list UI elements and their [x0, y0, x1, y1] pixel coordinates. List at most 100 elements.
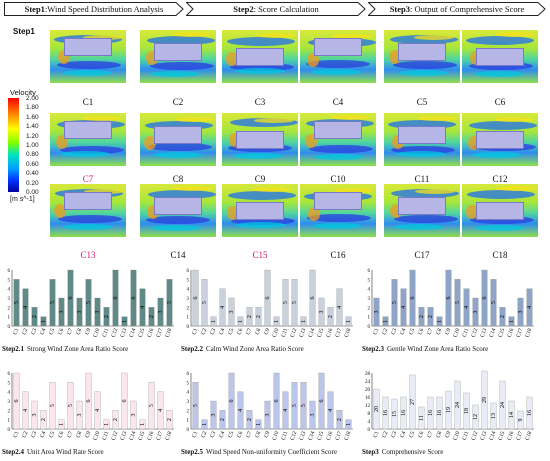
- data-label: 1: [274, 320, 280, 323]
- bar-c3: [210, 316, 217, 327]
- flow-streak: [307, 53, 319, 67]
- simulation-image-c2: [140, 30, 216, 83]
- x-tick-label: C4: [219, 430, 227, 438]
- flow-streak: [311, 69, 361, 75]
- data-label: 1: [59, 423, 65, 426]
- x-tick-label: C12: [111, 327, 120, 338]
- bar-c8: [255, 307, 262, 327]
- x-tick-label: C7: [246, 430, 254, 438]
- bar-c15: [139, 288, 146, 327]
- data-label: 16: [527, 410, 533, 416]
- data-label: 1: [346, 320, 352, 323]
- data-label: 4: [140, 306, 146, 309]
- x-tick-label: C8: [255, 430, 263, 438]
- x-tick-label: C1: [13, 430, 21, 438]
- bar-c5: [49, 279, 56, 327]
- bar-c11: [463, 392, 470, 430]
- bar-c10: [454, 380, 461, 430]
- bar-c5: [228, 297, 235, 327]
- data-label: 5: [283, 301, 289, 304]
- bar-c5: [409, 269, 416, 327]
- x-tick-label: C9: [264, 327, 272, 335]
- x-tick-label: C7: [427, 430, 435, 438]
- bar-c17: [336, 288, 343, 327]
- data-label: 5: [68, 404, 74, 407]
- x-tick-label: C13: [120, 327, 129, 338]
- case-label-c10: C10: [330, 174, 346, 184]
- data-label: 24: [500, 402, 506, 408]
- bar-c16: [148, 307, 155, 327]
- bar-c8: [255, 419, 262, 430]
- bar-c1: [373, 388, 380, 430]
- x-tick-label: C15: [498, 430, 507, 441]
- flow-streak: [226, 52, 238, 66]
- y-tick-label: 2: [187, 306, 190, 311]
- bar-c6: [418, 406, 425, 430]
- x-tick-label: C16: [507, 430, 516, 441]
- data-label: 3: [319, 311, 325, 314]
- x-tick-label: C11: [281, 327, 290, 338]
- data-label: 1: [256, 423, 262, 426]
- x-tick-label: C11: [281, 430, 290, 441]
- panel-title-text: Unit Area Wind Rate Score: [26, 448, 104, 456]
- x-tick-label: C17: [335, 430, 344, 441]
- case-label-c3: C3: [254, 97, 266, 107]
- data-label: 11: [419, 415, 425, 421]
- data-label: 6: [131, 297, 137, 300]
- bar-c12: [112, 410, 119, 430]
- data-label: 3: [77, 311, 83, 314]
- x-tick-label: C14: [308, 430, 317, 441]
- flow-streak: [330, 115, 370, 120]
- data-label: 4: [158, 409, 164, 412]
- legend-tick-label: 0.40: [26, 170, 39, 178]
- data-label: 1: [104, 423, 110, 426]
- bar-c4: [219, 410, 226, 430]
- flow-streak: [398, 70, 448, 76]
- bar-c5: [228, 372, 235, 430]
- data-label: 20: [374, 406, 380, 412]
- data-label: 6: [229, 400, 235, 403]
- data-label: 3: [518, 311, 524, 314]
- bar-c14: [490, 402, 497, 430]
- data-label: 3: [265, 414, 271, 417]
- bar-c12: [472, 404, 479, 430]
- bar-c14: [130, 400, 137, 430]
- data-label: 5: [50, 301, 56, 304]
- y-tick-label: 4: [187, 288, 190, 293]
- chart-axes: [11, 270, 174, 327]
- flow-streak: [235, 68, 285, 74]
- data-label: 5: [301, 404, 307, 407]
- x-tick-label: C17: [516, 327, 525, 338]
- bar-c11: [103, 307, 110, 327]
- x-tick-label: C9: [264, 430, 272, 438]
- building-footprint: [64, 192, 112, 210]
- bar-c3: [391, 398, 398, 430]
- data-label: 6: [113, 297, 119, 300]
- x-tick-label: C3: [210, 430, 218, 438]
- x-tick-label: C16: [147, 430, 156, 441]
- x-tick-label: C13: [299, 327, 308, 338]
- data-label: 1: [140, 423, 146, 426]
- panel-title: Step2.5 Wind Speed Non-uniformity Coeffic…: [181, 447, 337, 457]
- x-tick-label: C2: [201, 430, 209, 438]
- flow-streak: [475, 225, 525, 231]
- simulation-image-c15: [222, 184, 298, 237]
- x-tick-label: C2: [22, 327, 30, 335]
- case-label-c1: C1: [82, 97, 94, 107]
- y-tick-label: 16: [365, 396, 371, 401]
- y-tick-label: 6: [368, 269, 371, 274]
- data-label: 6: [446, 297, 452, 300]
- bar-c12: [112, 269, 119, 327]
- x-tick-label: C5: [409, 430, 417, 438]
- x-tick-label: C9: [445, 430, 453, 438]
- data-label: 2: [104, 315, 110, 318]
- score-panel-step2-2: 0 1 2 3 4 5 6 6 C1 5 C2 1 C3 4 C4 3 C5 1 C6 2 C7 2 C8 6 C9 1 C10 5 C…: [181, 263, 357, 355]
- flow-streak: [308, 207, 320, 221]
- x-tick-label: C15: [138, 327, 147, 338]
- chart-axes: [190, 373, 353, 430]
- y-tick-label: 0: [368, 428, 371, 433]
- building-footprint: [398, 126, 446, 144]
- data-label: 3: [374, 311, 380, 314]
- flow-streak: [396, 151, 446, 157]
- x-tick-label: C5: [49, 430, 57, 438]
